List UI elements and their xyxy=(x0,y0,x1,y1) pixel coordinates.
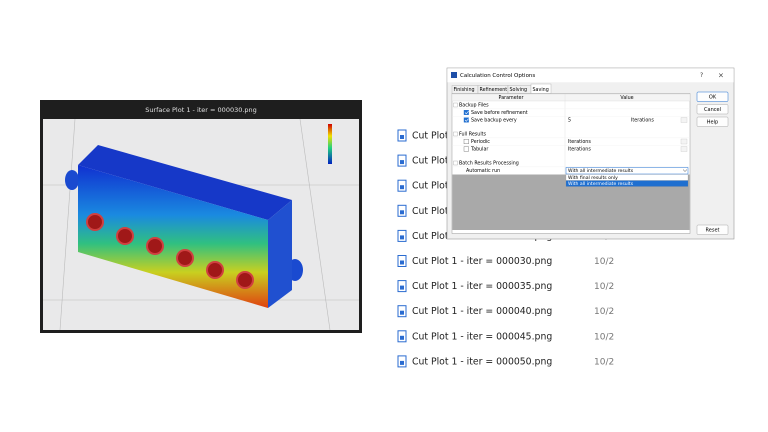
dialog: Calculation Control Options? × Finishing Re… xyxy=(446,67,735,240)
file-date: 10/2 xyxy=(594,257,614,267)
file-icon-badge xyxy=(400,235,404,240)
column-header: Parameter xyxy=(499,95,524,101)
file-date: 10/2 xyxy=(594,282,614,292)
viewer-title: Surface Plot 1 - iter = 000030.png xyxy=(145,106,257,114)
file-name: Cut Plot 1 - iter = 000030.png xyxy=(412,256,552,267)
spinner[interactable] xyxy=(680,138,688,145)
group-label: Batch Results Processing xyxy=(459,161,519,167)
group-toggle[interactable] xyxy=(453,102,458,108)
spinner[interactable] xyxy=(680,117,688,123)
file-icon-badge xyxy=(400,260,404,265)
parameter-unit: Iterations xyxy=(568,139,591,145)
dropdown-value: With all intermediate results xyxy=(568,168,634,174)
file-icon-badge xyxy=(400,135,404,139)
tab-label: Solving xyxy=(510,87,528,93)
button[interactable] xyxy=(696,91,729,102)
tab-label: Refinement xyxy=(480,87,508,93)
dialog-title: Calculation Control Options xyxy=(460,73,535,79)
file-name: Cut Plot 1 - iter = 000050.png xyxy=(412,356,552,367)
button-label: Help xyxy=(707,119,718,125)
file-row[interactable]: Cut Plot 1 - iter = 000050.png 10/2 xyxy=(397,355,614,368)
file-date: 10/2 xyxy=(594,357,614,367)
button[interactable] xyxy=(696,224,729,235)
dropdown-option-label: With final results only xyxy=(568,175,618,181)
image-viewer: Surface Plot 1 - iter = 000030.png xyxy=(40,100,362,333)
dropdown-arrow xyxy=(682,169,688,172)
dropdown[interactable] xyxy=(565,167,689,175)
spinner[interactable] xyxy=(680,146,688,152)
dropdown-option[interactable] xyxy=(565,180,689,187)
button-label: Reset xyxy=(706,227,720,233)
file-row[interactable]: Cut Plot 1 - iter = 000040.png 10/2 xyxy=(397,305,614,318)
table-header xyxy=(451,93,691,102)
file-icon-badge xyxy=(400,285,404,290)
file-icon-badge xyxy=(400,210,404,215)
file-name: Cut Plot 1 - iter = 000035.png xyxy=(412,281,552,292)
dropdown-option-label: With all intermediate results xyxy=(568,181,634,187)
button[interactable] xyxy=(696,116,729,127)
group-label: Full Results xyxy=(459,132,487,138)
file-icon-badge xyxy=(400,360,404,365)
parameter-label: Automatic run xyxy=(466,168,500,174)
checkbox[interactable] xyxy=(463,117,469,123)
close-button[interactable]: × xyxy=(718,72,724,80)
heat-exchanger xyxy=(65,145,303,308)
parameter-value: 5 xyxy=(568,118,571,124)
dialog-icon xyxy=(451,72,457,78)
parameter-label: Save before refinement xyxy=(471,110,528,116)
tab-label: Finishing xyxy=(454,87,475,93)
checkbox[interactable] xyxy=(463,138,469,144)
file-icon-badge xyxy=(400,160,404,165)
parameter-label: Save backup every xyxy=(471,118,517,124)
file-row[interactable]: Cut Plot 1 - iter = 000045.png 10/2 xyxy=(397,330,614,343)
color-bar xyxy=(328,124,332,164)
checkmark xyxy=(464,111,469,115)
file-row[interactable]: Cut Plot 1 - iter = 000035.png 10/2 xyxy=(397,280,614,293)
parameter-unit: Iterations xyxy=(631,118,654,124)
group-toggle[interactable] xyxy=(453,160,458,166)
file-name: Cut Plot 1 - iter = 000045.png xyxy=(412,331,552,342)
file-icon-badge xyxy=(400,310,404,315)
file-row[interactable]: Cut Plot 1 - iter = 000030.png 10/2 xyxy=(397,255,614,268)
button[interactable] xyxy=(696,104,729,115)
dialog-titlebar xyxy=(447,68,734,83)
tab-label: Saving xyxy=(533,87,549,93)
column-header: Value xyxy=(620,95,633,101)
parameter-label: Periodic xyxy=(471,139,490,145)
file-date: 10/2 xyxy=(594,307,614,317)
file-icon-badge xyxy=(400,335,404,340)
checkbox[interactable] xyxy=(463,146,469,152)
checkbox[interactable] xyxy=(463,109,469,115)
checkmark xyxy=(464,118,469,122)
file-date: 10/2 xyxy=(594,332,614,342)
parameter-unit: Iterations xyxy=(568,147,591,153)
button-label: Cancel xyxy=(704,107,721,113)
group-toggle[interactable] xyxy=(453,131,458,137)
help-button[interactable]: ? xyxy=(700,72,703,79)
parameter-label: Tabular xyxy=(470,147,488,153)
button-label: OK xyxy=(709,94,717,100)
group-label: Backup Files xyxy=(459,103,489,109)
file-name: Cut Plot 1 - iter = 000040.png xyxy=(412,306,552,317)
file-icon-badge xyxy=(400,185,404,190)
